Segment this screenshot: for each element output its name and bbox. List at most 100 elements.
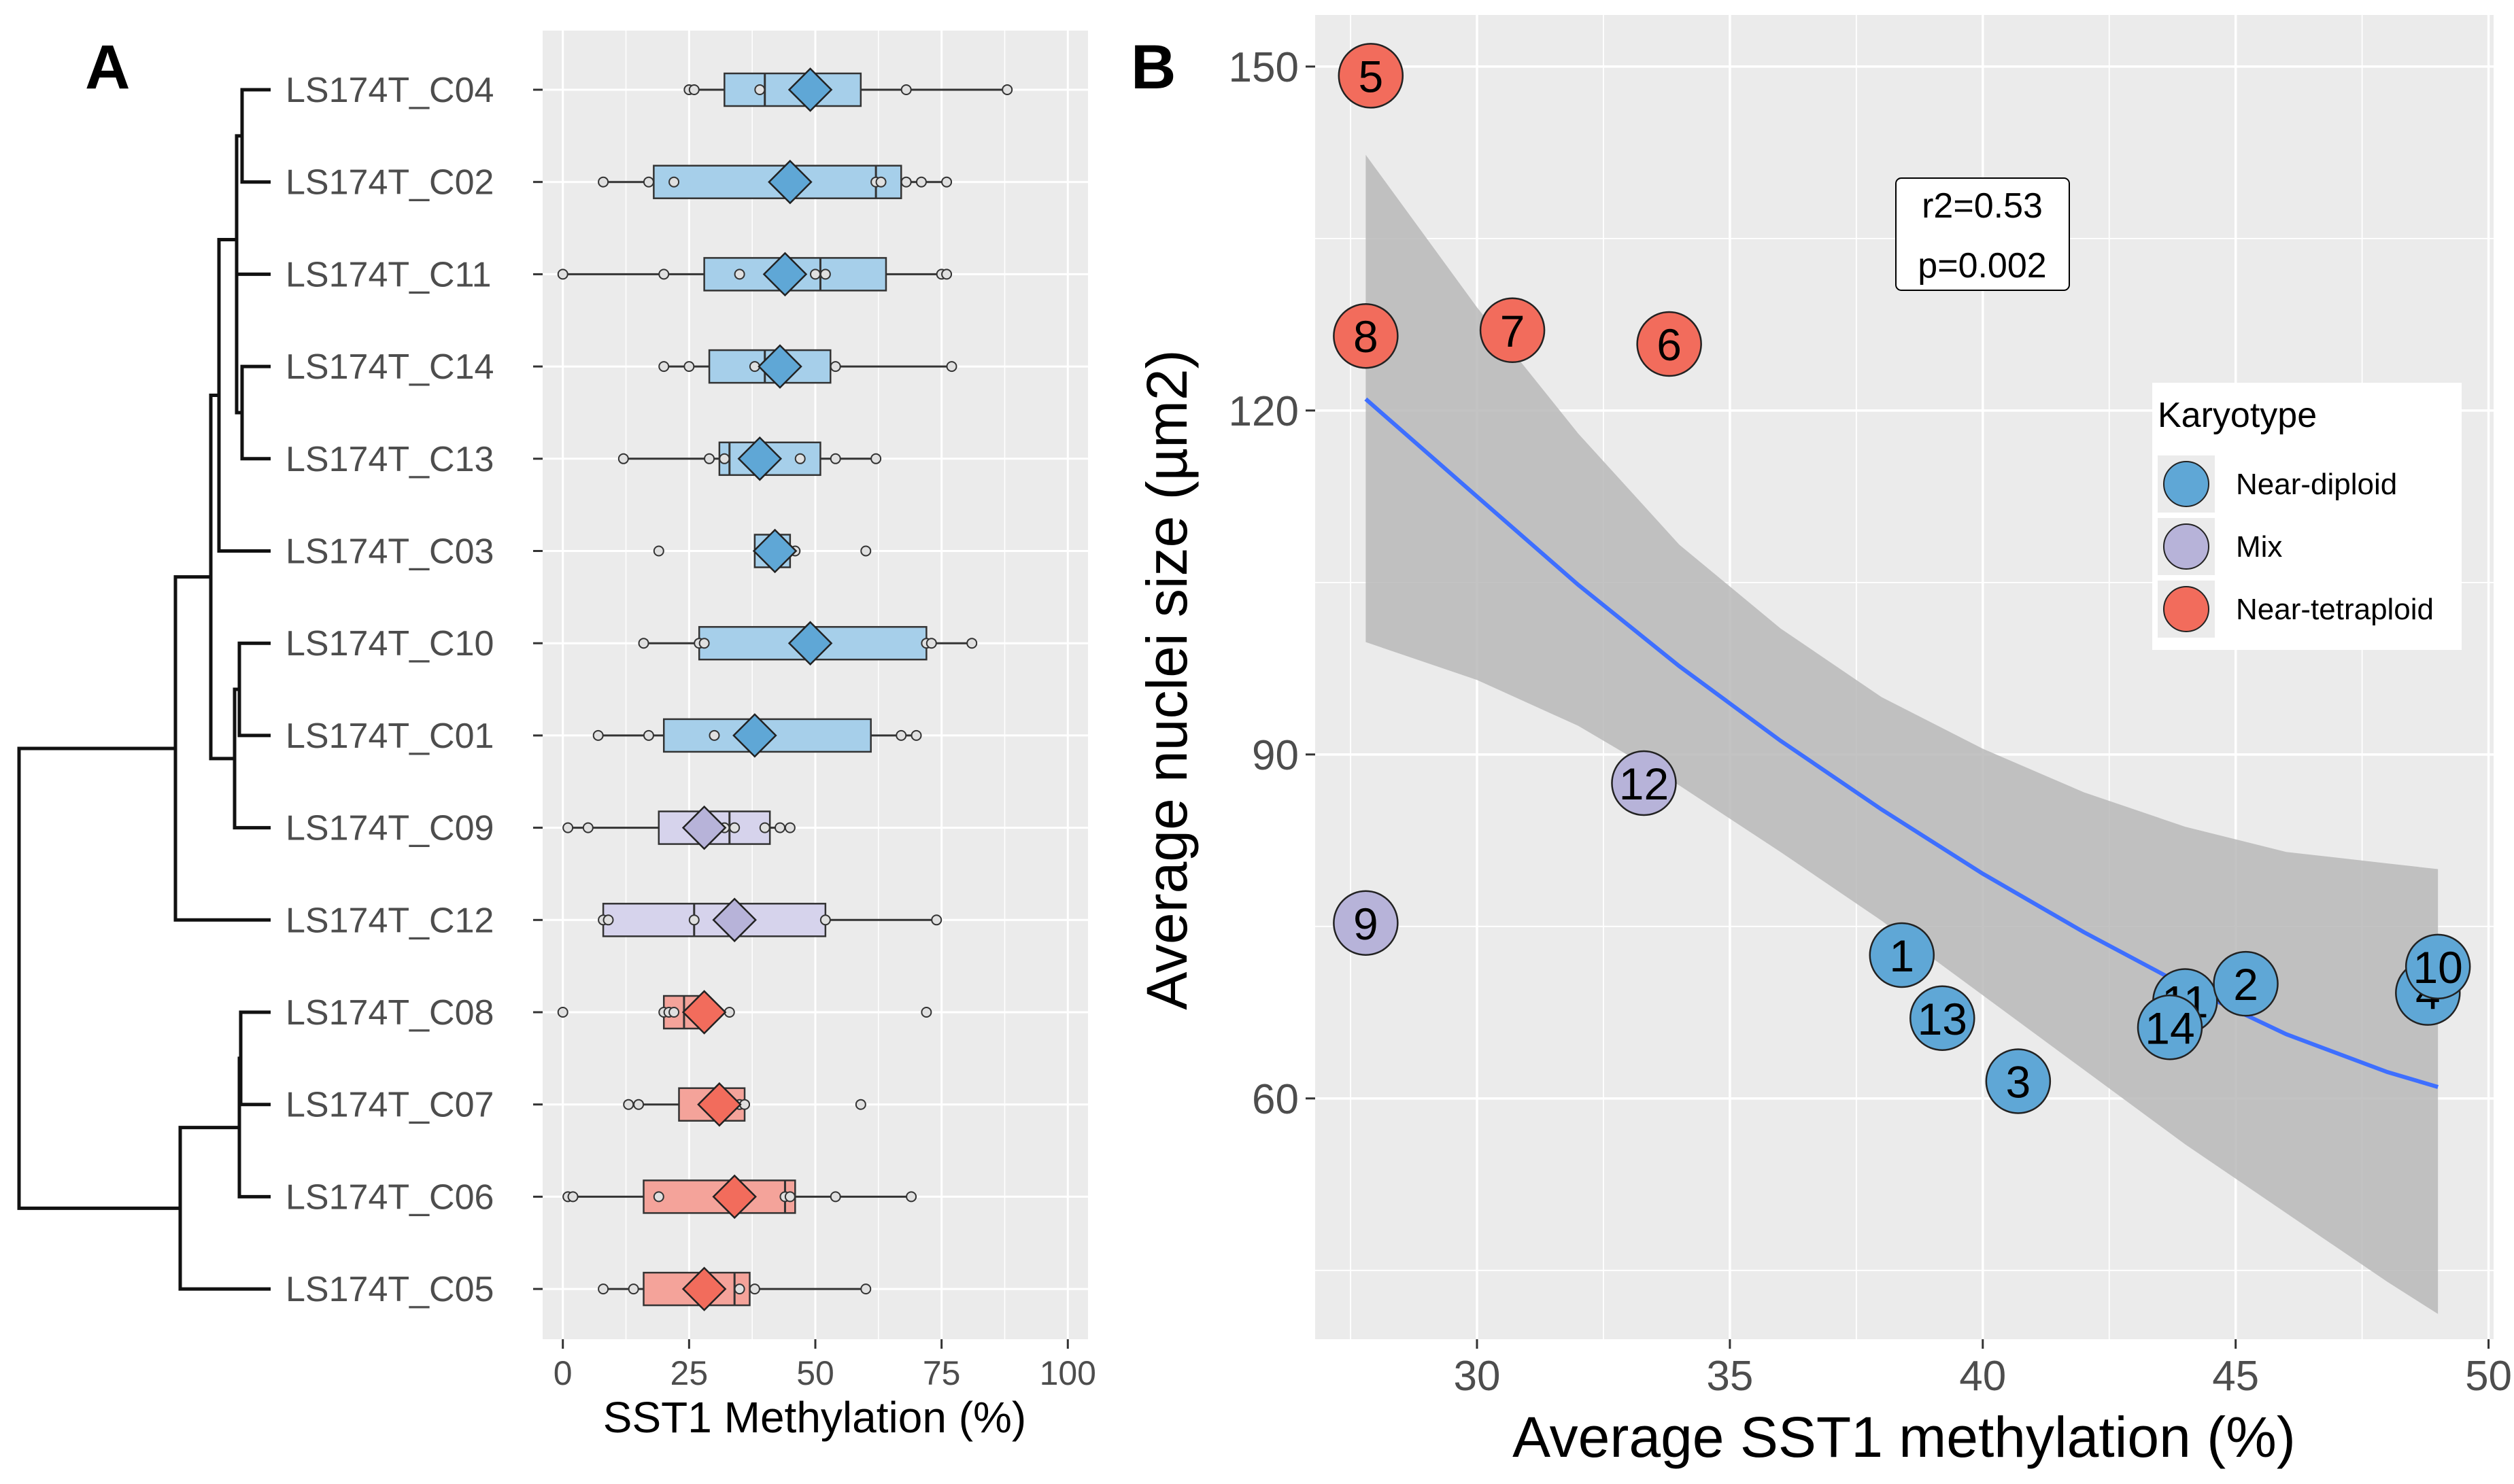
data-point bbox=[896, 729, 907, 741]
legend-marker bbox=[2163, 461, 2209, 507]
data-point bbox=[900, 176, 912, 188]
legend: Karyotype Near-diploid Mix Near-tetraploid bbox=[2152, 383, 2462, 650]
r2-annotation: r2=0.53 bbox=[1922, 186, 2043, 226]
data-point bbox=[915, 176, 927, 188]
boxplot-row bbox=[592, 713, 922, 758]
x-tick-label: 45 bbox=[2212, 1353, 2259, 1400]
sample-label: LS174T_C04 bbox=[286, 71, 494, 110]
point-marker bbox=[1333, 890, 1399, 956]
x-tick-label: 50 bbox=[2465, 1353, 2512, 1400]
data-point bbox=[734, 269, 745, 280]
data-point bbox=[668, 176, 680, 188]
data-point bbox=[704, 453, 715, 464]
boxplot-row bbox=[598, 159, 953, 205]
point-marker bbox=[1338, 43, 1404, 109]
data-point bbox=[729, 822, 741, 833]
sample-labels: LS174T_C04 LS174T_C02 LS174T_C11 LS174T_C14… bbox=[286, 71, 543, 1309]
point-marker bbox=[1333, 303, 1399, 369]
data-point bbox=[598, 176, 609, 188]
fit-line bbox=[1364, 397, 2439, 1089]
sample-label: LS174T_C01 bbox=[286, 717, 494, 756]
data-point bbox=[658, 269, 670, 280]
sample-label: LS174T_C11 bbox=[286, 255, 492, 294]
legend-entry: Mix bbox=[2158, 518, 2282, 575]
mean-diamond bbox=[787, 67, 833, 112]
data-point bbox=[819, 269, 831, 280]
point-label: 10 bbox=[2413, 942, 2462, 993]
point-label: 8 bbox=[1353, 311, 1378, 362]
data-point bbox=[633, 1099, 645, 1110]
scatter-point: 5 bbox=[1338, 43, 1404, 109]
data-point bbox=[557, 269, 568, 280]
data-point bbox=[966, 638, 978, 649]
dendrogram-branch bbox=[17, 746, 180, 1210]
panel-a-label: A bbox=[85, 33, 130, 102]
point-marker bbox=[1479, 297, 1546, 364]
data-point bbox=[628, 1283, 639, 1295]
data-point bbox=[709, 729, 720, 741]
x-tick-label: 25 bbox=[670, 1354, 709, 1392]
point-marker bbox=[2213, 950, 2279, 1017]
boxplot-row bbox=[562, 805, 796, 850]
data-point bbox=[688, 84, 700, 95]
data-point bbox=[830, 361, 841, 373]
data-point bbox=[784, 1191, 796, 1203]
panel-a-x-axis-title: SST1 Methylation (%) bbox=[603, 1393, 1026, 1442]
x-tick-label: 30 bbox=[1454, 1353, 1501, 1400]
sample-label: LS174T_C09 bbox=[286, 809, 494, 848]
data-point bbox=[875, 176, 887, 188]
mean-diamond bbox=[681, 805, 727, 850]
data-point bbox=[638, 638, 649, 649]
data-point bbox=[946, 361, 957, 373]
mean-diamond bbox=[737, 436, 783, 481]
y-tick-label: 60 bbox=[1252, 1076, 1299, 1123]
data-point bbox=[941, 176, 953, 188]
data-point bbox=[688, 914, 700, 926]
mean-diamond bbox=[681, 990, 727, 1035]
boxplot-row bbox=[658, 344, 957, 389]
boxplot-row bbox=[638, 621, 978, 666]
data-point bbox=[582, 822, 594, 833]
boxplot-row bbox=[617, 436, 882, 481]
scatter-point: 8 bbox=[1333, 303, 1399, 369]
sample-label: LS174T_C13 bbox=[286, 440, 494, 479]
mean-diamond bbox=[712, 897, 757, 943]
legend-entry: Near-diploid bbox=[2158, 455, 2397, 513]
scatter-point: 10 bbox=[2405, 933, 2471, 1000]
mean-diamond bbox=[681, 1266, 727, 1311]
scatter-point: 6 bbox=[1636, 311, 1702, 377]
y-tick-label: 120 bbox=[1229, 388, 1299, 435]
data-point bbox=[855, 1099, 866, 1110]
data-point bbox=[830, 1191, 841, 1203]
y-tick-label: 150 bbox=[1229, 44, 1299, 91]
scatter-point: 7 bbox=[1479, 297, 1546, 364]
point-label: 14 bbox=[2145, 1003, 2194, 1053]
data-point bbox=[653, 545, 664, 557]
sample-label: LS174T_C08 bbox=[286, 993, 494, 1033]
data-point bbox=[870, 453, 882, 464]
mean-diamond bbox=[712, 1174, 757, 1220]
legend-entry: Near-tetraploid bbox=[2158, 581, 2434, 638]
data-point bbox=[643, 176, 654, 188]
data-point bbox=[911, 729, 922, 741]
point-label: 1 bbox=[1889, 931, 1914, 981]
mean-diamond bbox=[768, 159, 813, 205]
legend-title: Karyotype bbox=[2158, 396, 2317, 435]
stats-annotation: r2=0.53 p=0.002 bbox=[1895, 177, 2070, 291]
mean-diamond bbox=[758, 344, 802, 389]
data-point bbox=[810, 269, 821, 280]
data-point bbox=[759, 822, 770, 833]
boxplot-row bbox=[562, 1174, 917, 1220]
sample-label: LS174T_C14 bbox=[286, 347, 494, 387]
data-point bbox=[775, 822, 786, 833]
data-point bbox=[598, 1283, 609, 1295]
scatter-point: 13 bbox=[1909, 985, 1975, 1052]
x-tick-label: 50 bbox=[796, 1354, 834, 1392]
point-marker bbox=[1636, 311, 1702, 377]
data-point bbox=[1002, 84, 1013, 95]
data-point bbox=[653, 1191, 664, 1203]
point-label: 5 bbox=[1358, 51, 1383, 101]
sample-label: LS174T_C12 bbox=[286, 901, 494, 940]
data-point bbox=[794, 453, 806, 464]
